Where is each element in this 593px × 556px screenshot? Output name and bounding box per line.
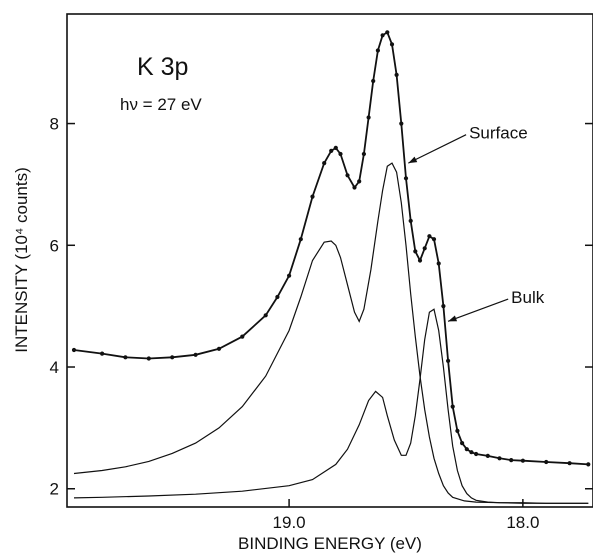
data-point [567,461,572,466]
data-point [394,72,399,77]
data-point [413,249,418,254]
curves [71,30,591,504]
data-point [450,404,455,409]
data-point [216,346,222,351]
data-point [485,453,490,458]
data-point [263,313,268,318]
chart-title: K 3p [137,53,188,81]
x-tick-label: 18.0 [506,513,539,532]
measured-spectrum-line [73,30,589,466]
chart-subtitle: hν = 27 eV [120,95,202,114]
data-point [275,294,280,300]
data-point [399,121,404,126]
data-point [322,161,327,166]
data-point [375,48,380,53]
data-point [146,356,151,361]
data-point [385,30,390,35]
data-point [464,447,469,452]
data-point [408,218,413,223]
data-point [329,148,334,153]
y-axis-label: INTENSITY (10⁴ counts) [12,167,31,353]
data-point [520,458,526,463]
data-point [357,179,362,184]
data-point [389,42,395,47]
data-point [287,273,292,278]
data-point [310,194,315,199]
fit-curve-surface [73,162,589,504]
annotation-bulk: Bulk [511,288,545,307]
data-point [509,458,514,463]
data-point [366,115,371,120]
arrowhead [448,315,458,322]
data-point [441,304,446,309]
data-point [123,355,128,360]
data-point [544,459,549,465]
data-point [333,145,338,150]
data-point [455,428,460,433]
y-tick-label: 4 [50,358,59,377]
fit-curve-bulk [73,308,589,504]
data-point [361,151,366,157]
y-tick-label: 8 [50,115,59,134]
data-point [298,237,303,242]
data-point [345,173,350,178]
data-point [497,456,502,461]
data-point [417,258,423,263]
data-point [100,351,105,356]
data-point [422,246,427,251]
data-point [380,33,385,38]
y-tick-label: 2 [50,480,59,499]
data-point [469,450,474,455]
arrowhead [408,156,418,164]
data-point [338,151,343,157]
data-point [427,234,432,239]
annotation-surface: Surface [469,124,528,143]
annotation-leader [447,298,509,322]
data-point [460,441,465,446]
data-point [240,334,245,339]
data-point [446,358,451,363]
data-point [352,185,357,190]
data-point [586,462,591,467]
annotations: Surface Bulk [408,124,545,322]
y-tick-label: 6 [50,236,59,255]
x-axis-label: BINDING ENERGY (eV) [238,534,422,553]
data-point [474,451,479,457]
data-point [436,261,441,266]
ticks: 19.0 18.0 2 4 6 8 [50,115,593,532]
x-tick-label: 19.0 [273,513,306,532]
data-point [431,237,437,242]
data-point [371,78,376,84]
annotation-leader [408,134,467,164]
data-point [71,347,77,353]
data-point [170,355,175,360]
plot-frame [66,13,593,508]
data-point [193,352,198,357]
data-point [403,176,409,181]
